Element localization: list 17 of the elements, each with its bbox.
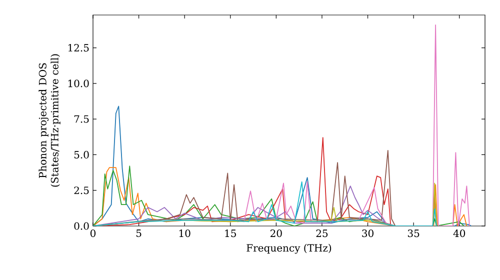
y-tick-label: 10.0: [68, 80, 89, 88]
x-tick-label: 0: [90, 230, 96, 238]
y-tick-label: 0.0: [74, 222, 89, 230]
y-tick-label: 5.0: [74, 150, 89, 158]
y-axis-title: Phonon projected DOS (States/THz·primitive cell): [38, 54, 60, 187]
x-tick-label: 5: [136, 230, 142, 237]
x-tick-label: 15: [225, 230, 236, 238]
y-tick-label: 2.5: [74, 186, 89, 194]
y-tick-label: 7.5: [74, 115, 89, 123]
x-axis-title: Frequency (THz): [246, 244, 332, 254]
x-tick-label: 20: [270, 230, 282, 238]
x-tick-label: 30: [362, 230, 374, 238]
x-tick-label: 10: [179, 230, 190, 238]
x-tick-label: 40: [453, 230, 466, 238]
y-tick-label: 12.5: [68, 44, 89, 52]
x-tick-label: 25: [316, 230, 328, 238]
x-tick-label: 35: [408, 230, 420, 238]
